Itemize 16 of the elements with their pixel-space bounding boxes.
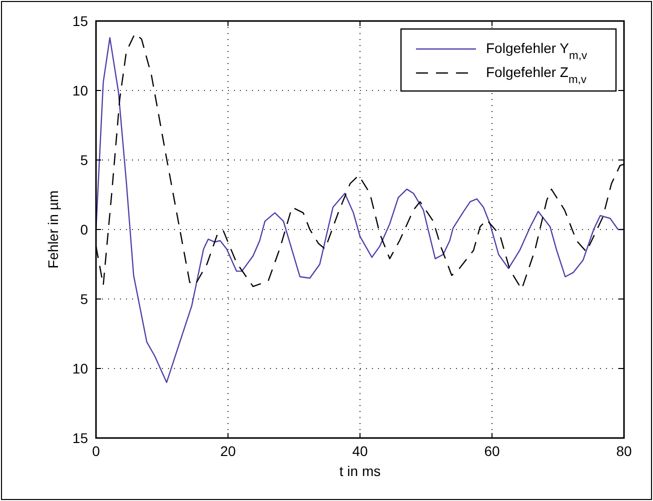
y-tick-label: 15 xyxy=(72,430,88,446)
y-tick-label: 0 xyxy=(80,222,88,238)
legend-label: Folgefehler Y$_{m,v}$ xyxy=(486,40,588,62)
y-axis-title: Fehler in µm xyxy=(45,190,61,269)
x-axis-title: t in ms xyxy=(339,463,381,479)
legend-label: Folgefehler Z$_{m,v}$ xyxy=(486,64,587,86)
y-tick-label: 10 xyxy=(72,360,88,376)
x-tick-label: 20 xyxy=(220,443,236,459)
x-tick-label: 0 xyxy=(92,443,100,459)
y-tick-label: 5 xyxy=(80,152,88,168)
y-tick-label: 10 xyxy=(72,82,88,98)
y-tick-label: 15 xyxy=(72,13,88,29)
x-tick-label: 40 xyxy=(352,443,368,459)
x-tick-label: 60 xyxy=(484,443,500,459)
y-tick-label: 5 xyxy=(80,291,88,307)
x-tick-label: 80 xyxy=(616,443,632,459)
